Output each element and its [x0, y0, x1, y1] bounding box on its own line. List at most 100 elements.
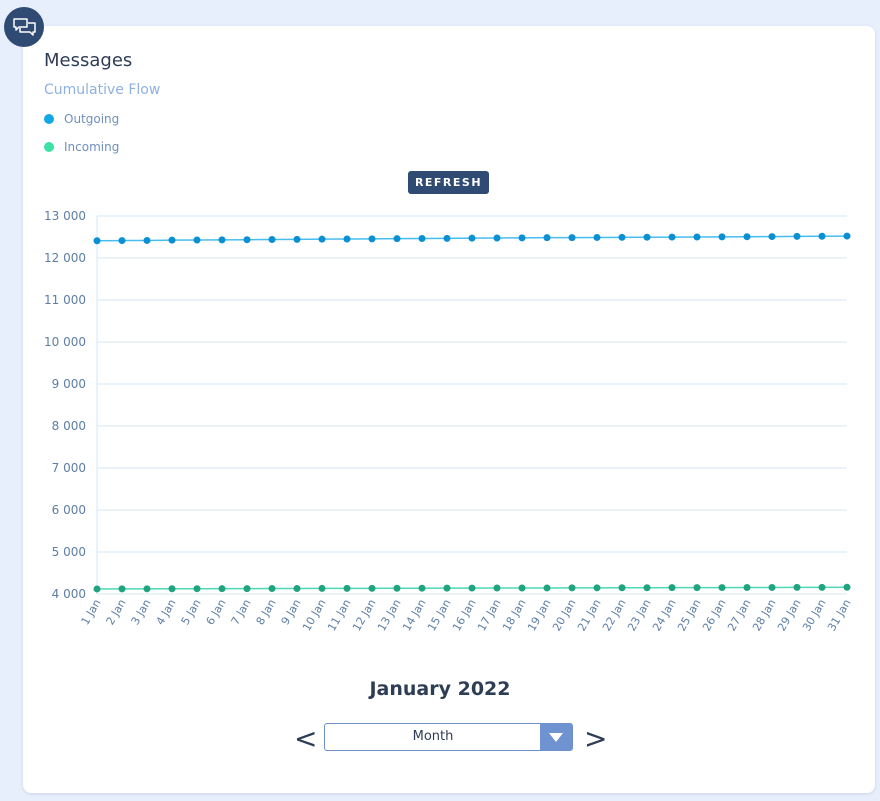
data-point-incoming — [93, 585, 101, 593]
data-point-outgoing — [843, 232, 851, 240]
x-tick-label: 6 Jan — [204, 597, 229, 627]
x-tick-label: 24 Jan — [650, 597, 678, 633]
data-point-outgoing — [568, 234, 576, 242]
dropdown-toggle[interactable] — [540, 724, 572, 750]
data-point-incoming — [468, 584, 476, 592]
x-tick-label: 5 Jan — [179, 597, 204, 627]
x-tick-label: 8 Jan — [254, 597, 279, 627]
legend-dot-outgoing — [44, 114, 54, 124]
refresh-button[interactable]: REFRESH — [408, 171, 489, 194]
data-point-outgoing — [168, 236, 176, 244]
data-point-outgoing — [618, 233, 626, 241]
data-point-incoming — [343, 584, 351, 592]
data-point-outgoing — [668, 233, 676, 241]
chevron-down-icon — [549, 732, 563, 742]
chat-bubbles-icon — [4, 7, 44, 47]
data-point-outgoing — [293, 235, 301, 243]
data-point-outgoing — [768, 233, 776, 241]
period-select-value: Month — [412, 729, 454, 744]
y-tick-label: 7 000 — [52, 461, 86, 475]
legend-item-outgoing[interactable]: Outgoing — [44, 112, 119, 126]
data-point-outgoing — [443, 234, 451, 242]
card-title: Messages — [44, 50, 133, 71]
x-tick-label: 31 Jan — [825, 597, 853, 633]
next-period-button[interactable]: > — [584, 722, 608, 755]
data-point-incoming — [818, 583, 826, 591]
data-point-outgoing — [643, 233, 651, 241]
x-tick-label: 9 Jan — [279, 597, 304, 627]
data-point-incoming — [618, 584, 626, 592]
y-tick-label: 13 000 — [44, 209, 86, 223]
x-tick-label: 17 Jan — [475, 597, 503, 633]
data-point-outgoing — [93, 237, 101, 245]
x-tick-label: 7 Jan — [229, 597, 254, 627]
data-point-outgoing — [543, 234, 551, 242]
data-point-incoming — [793, 583, 801, 591]
x-tick-label: 22 Jan — [600, 597, 628, 633]
x-tick-label: 21 Jan — [575, 597, 603, 633]
period-label: January 2022 — [369, 678, 511, 700]
x-tick-label: 20 Jan — [550, 597, 578, 633]
data-point-outgoing — [718, 233, 726, 241]
data-point-outgoing — [268, 236, 276, 244]
legend-item-incoming[interactable]: Incoming — [44, 140, 119, 154]
x-tick-label: 25 Jan — [675, 597, 703, 633]
data-point-outgoing — [393, 235, 401, 243]
x-tick-label: 16 Jan — [450, 597, 478, 633]
data-point-incoming — [418, 584, 426, 592]
data-point-outgoing — [193, 236, 201, 244]
x-tick-label: 18 Jan — [500, 597, 528, 633]
card-subtitle: Cumulative Flow — [44, 82, 161, 98]
data-point-incoming — [193, 585, 201, 593]
data-point-outgoing — [493, 234, 501, 242]
data-point-incoming — [293, 584, 301, 592]
previous-period-button[interactable]: < — [294, 722, 318, 755]
y-tick-label: 10 000 — [44, 335, 86, 349]
data-point-incoming — [118, 585, 126, 593]
data-point-incoming — [368, 584, 376, 592]
y-tick-label: 8 000 — [52, 419, 86, 433]
period-select[interactable]: Month — [324, 723, 573, 751]
y-tick-label: 6 000 — [52, 503, 86, 517]
x-tick-label: 27 Jan — [725, 597, 753, 633]
data-point-incoming — [393, 584, 401, 592]
data-point-incoming — [718, 584, 726, 592]
data-point-outgoing — [743, 233, 751, 241]
x-tick-label: 29 Jan — [775, 597, 803, 633]
x-tick-label: 15 Jan — [425, 597, 453, 633]
data-point-incoming — [218, 585, 226, 593]
data-point-outgoing — [418, 234, 426, 242]
data-point-outgoing — [343, 235, 351, 243]
data-point-incoming — [693, 584, 701, 592]
x-tick-label: 10 Jan — [300, 597, 328, 633]
data-point-incoming — [543, 584, 551, 592]
x-tick-label: 28 Jan — [750, 597, 778, 633]
data-point-incoming — [643, 584, 651, 592]
data-point-incoming — [493, 584, 501, 592]
data-point-incoming — [593, 584, 601, 592]
data-point-incoming — [243, 585, 251, 593]
x-tick-label: 30 Jan — [800, 597, 828, 633]
data-point-outgoing — [243, 236, 251, 244]
data-point-outgoing — [218, 236, 226, 244]
data-point-incoming — [668, 584, 676, 592]
data-point-incoming — [768, 583, 776, 591]
data-point-outgoing — [368, 235, 376, 243]
legend-dot-incoming — [44, 142, 54, 152]
data-point-incoming — [843, 583, 851, 591]
x-tick-label: 1 Jan — [79, 597, 104, 627]
data-point-incoming — [318, 584, 326, 592]
x-tick-label: 23 Jan — [625, 597, 653, 633]
y-tick-label: 9 000 — [52, 377, 86, 391]
data-point-outgoing — [468, 234, 476, 242]
data-point-outgoing — [593, 233, 601, 241]
data-point-outgoing — [793, 232, 801, 240]
chart-card — [23, 26, 875, 793]
x-tick-label: 4 Jan — [154, 597, 179, 627]
data-point-outgoing — [693, 233, 701, 241]
data-point-incoming — [568, 584, 576, 592]
y-tick-label: 12 000 — [44, 251, 86, 265]
x-tick-label: 26 Jan — [700, 597, 728, 633]
x-tick-label: 2 Jan — [104, 597, 129, 627]
